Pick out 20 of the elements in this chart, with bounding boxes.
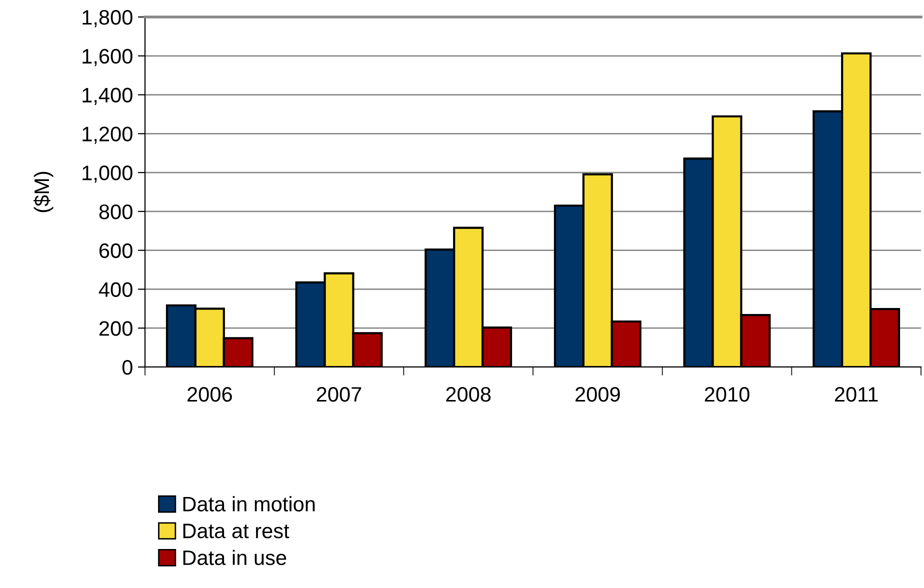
y-tick-label: 1,400 xyxy=(82,88,132,105)
y-tick-label: 1,200 xyxy=(82,126,132,144)
y-axis-title: ($M) xyxy=(34,172,54,212)
y-tick-label: 600 xyxy=(99,243,132,258)
legend-label: Data at rest xyxy=(183,524,290,538)
y-tick-label: 0 xyxy=(122,360,132,375)
legend-label: Data in use xyxy=(183,550,286,566)
x-tick-label: 2010 xyxy=(704,386,750,402)
legend-label: Data in motion xyxy=(183,496,315,512)
x-tick-label: 2008 xyxy=(446,386,491,402)
x-tick-label: 2006 xyxy=(188,386,232,402)
y-tick-label: 200 xyxy=(99,321,132,336)
y-tick-label: 1,800 xyxy=(82,10,132,28)
x-tick-label: 2009 xyxy=(576,386,620,402)
y-tick-label: 1,600 xyxy=(82,48,132,66)
x-tick-label: 2007 xyxy=(316,386,362,402)
y-tick-label: 400 xyxy=(98,282,132,297)
y-tick-label: 1,000 xyxy=(82,166,132,183)
x-tick-label: 2011 xyxy=(834,386,878,402)
y-tick-label: 800 xyxy=(99,204,132,220)
